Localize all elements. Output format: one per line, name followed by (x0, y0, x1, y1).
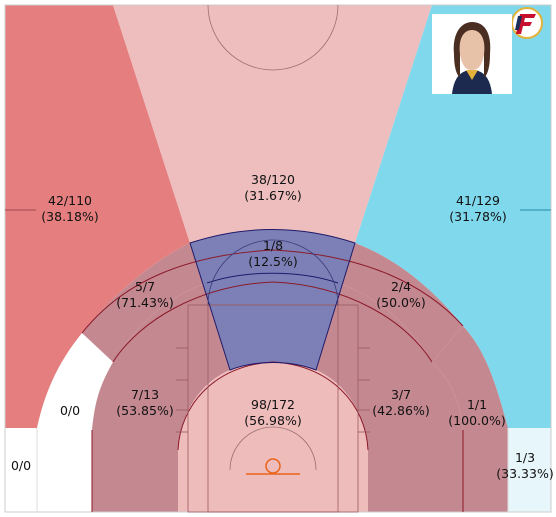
zone-label-left-baseline-long-2: 0/0 (60, 403, 80, 418)
zone-pct-left-wing-3: (38.18%) (41, 209, 98, 224)
court-lines (4, 4, 552, 513)
zone-right-wing-3 (355, 5, 551, 428)
team-logo (510, 6, 544, 40)
zone-label-right-corner-3: 1/3 (515, 450, 535, 465)
zone-label-left-midrange: 7/13 (131, 387, 159, 402)
zone-pct-right-wing-3: (31.78%) (449, 209, 506, 224)
zone-label-top-3: 38/120 (251, 172, 295, 187)
zone-label-left-wing-long-2: 5/7 (135, 279, 155, 294)
zone-label-right-baseline-long-2: 1/1 (467, 397, 487, 412)
zone-left-corner-3 (5, 428, 37, 512)
zone-top-long-2 (190, 229, 355, 370)
zone-right-corner-3 (508, 428, 551, 512)
zone-right-baseline-long-2 (432, 326, 508, 512)
zone-label-right-midrange: 3/7 (391, 387, 411, 402)
zone-pct-top-3: (31.67%) (244, 188, 301, 203)
zone-restricted-area (178, 362, 368, 512)
top-long-2-outline (189, 229, 356, 371)
zone-label-left-corner-3: 0/0 (11, 458, 31, 473)
zone-pct-right-midrange: (42.86%) (372, 403, 429, 418)
zone-pct-left-midrange: (53.85%) (116, 403, 173, 418)
zone-left-midrange (92, 283, 230, 512)
player-photo (432, 14, 512, 94)
basket (246, 458, 300, 475)
zone-right-midrange (316, 283, 463, 512)
zone-pct-top-long-2: (12.5%) (248, 254, 297, 269)
zone-pct-left-wing-long-2: (71.43%) (116, 295, 173, 310)
zone-pct-right-baseline-long-2: (100.0%) (448, 413, 505, 428)
zone-left-wing-3 (5, 5, 190, 428)
zone-pct-right-corner-3: (33.33%) (496, 466, 553, 481)
zone-left-wing-long-2 (82, 243, 207, 362)
lane-ticks (176, 347, 370, 433)
zone-pct-right-wing-long-2: (50.0%) (376, 295, 425, 310)
zone-pct-restricted-area: (56.98%) (244, 413, 301, 428)
zone-label-right-wing-3: 41/129 (456, 193, 500, 208)
zone-label-left-wing-3: 42/110 (48, 193, 92, 208)
zone-label-restricted-area: 98/172 (251, 397, 295, 412)
zone-label-top-long-2: 1/8 (263, 238, 283, 253)
zone-label-right-wing-long-2: 2/4 (391, 279, 411, 294)
zone-top-3 (113, 5, 432, 243)
half-court-circle (207, 4, 339, 471)
zone-left-baseline-long-2 (37, 333, 113, 512)
zone-right-wing-long-2 (338, 243, 463, 362)
